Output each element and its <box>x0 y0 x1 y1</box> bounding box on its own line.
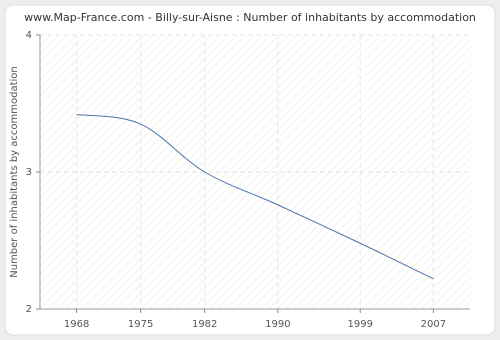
x-tick-label: 1982 <box>192 319 217 330</box>
x-tick-label: 1999 <box>347 319 372 330</box>
y-tick-label: 3 <box>26 167 32 178</box>
x-tick-label: 1968 <box>64 319 89 330</box>
line <box>76 113 434 280</box>
plot-area <box>40 35 470 309</box>
y-axis-label: Number of inhabitants by accommodation <box>9 66 20 278</box>
x-tick-label: 2007 <box>421 319 446 330</box>
x-tick-label: 1975 <box>128 319 153 330</box>
plot-layer: 2 3 4 1968 1975 1982 1990 1999 2007 <box>26 30 470 330</box>
x-tick-label: 1990 <box>265 319 290 330</box>
chart-title: www.Map-France.com - Billy-sur-Aisne : N… <box>24 11 476 24</box>
y-tick-label: 2 <box>26 304 32 315</box>
y-tick-label: 4 <box>26 30 32 41</box>
